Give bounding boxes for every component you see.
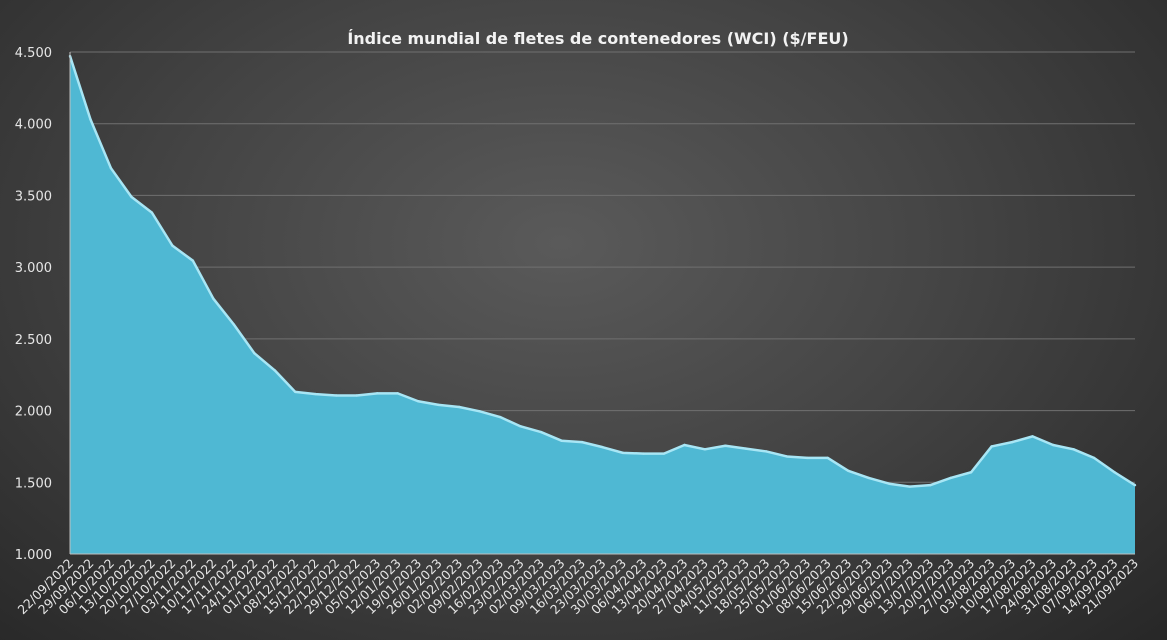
data-point [683, 443, 686, 447]
y-tick-label: 1.500 [15, 476, 52, 491]
data-point [519, 425, 522, 428]
data-point [109, 166, 113, 170]
data-point [642, 452, 645, 455]
data-point [273, 369, 277, 372]
data-point [478, 410, 481, 413]
x-axis-ticks: 22/09/202229/09/202206/10/202213/10/2022… [15, 556, 1142, 618]
y-tick-label: 1.000 [15, 548, 52, 563]
data-point [806, 456, 809, 460]
data-point [1010, 440, 1014, 444]
data-point [560, 439, 563, 442]
data-point [867, 476, 870, 480]
data-point [908, 485, 911, 488]
data-point [744, 447, 748, 450]
y-tick-label: 2.000 [15, 405, 52, 420]
data-point [662, 452, 666, 455]
data-point [1113, 471, 1116, 474]
data-point [437, 403, 440, 407]
data-point [949, 476, 952, 480]
data-point [785, 455, 789, 458]
data-point [212, 297, 215, 300]
data-point [888, 482, 891, 485]
data-point [724, 444, 727, 447]
data-point [847, 469, 850, 473]
series-area [68, 54, 1137, 555]
y-tick-label: 4.000 [15, 118, 52, 133]
data-point [580, 440, 584, 444]
data-point [1092, 456, 1096, 460]
data-point [396, 392, 399, 395]
data-point [232, 323, 236, 326]
axes [69, 52, 1135, 555]
data-point [969, 471, 973, 474]
y-tick-label: 3.500 [15, 189, 52, 204]
chart-title: Índice mundial de fletes de contenedores… [347, 29, 848, 48]
data-point [130, 195, 133, 199]
data-point [171, 244, 174, 247]
data-point [990, 445, 993, 448]
data-point [498, 415, 502, 419]
data-point [703, 448, 707, 451]
y-tick-label: 3.000 [15, 261, 52, 276]
area-fill [70, 56, 1135, 555]
y-axis-ticks: 1.000 1.500 2.000 2.500 3.000 3.500 4.000 4.500 [15, 46, 52, 563]
y-tick-label: 2.500 [15, 333, 52, 348]
data-point [1133, 483, 1137, 487]
data-point [1072, 448, 1075, 451]
data-point [765, 450, 768, 453]
data-point [376, 392, 379, 395]
data-point [150, 211, 154, 214]
data-point [539, 430, 543, 434]
data-point [416, 400, 420, 403]
data-point [355, 394, 358, 397]
data-point [294, 390, 297, 394]
data-point [928, 483, 932, 487]
data-point [1051, 443, 1055, 447]
data-point [89, 118, 92, 121]
data-point [191, 259, 195, 262]
data-point [601, 445, 604, 449]
data-point [457, 405, 461, 409]
data-point [1031, 435, 1034, 438]
data-point [335, 394, 338, 397]
y-tick-label: 4.500 [15, 46, 52, 61]
data-point [621, 451, 625, 455]
data-point [826, 456, 829, 460]
data-point [314, 392, 317, 396]
data-point [253, 352, 256, 355]
